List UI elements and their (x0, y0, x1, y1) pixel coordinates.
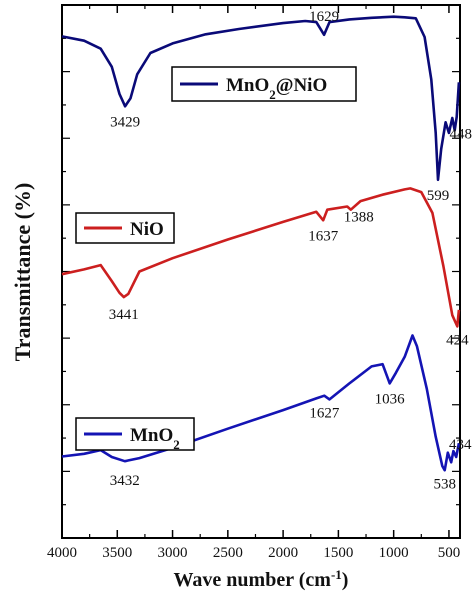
peak-label: 3432 (110, 473, 140, 489)
peak-label: 424 (446, 332, 469, 348)
x-tick-label: 2500 (213, 545, 243, 561)
x-tick-label: 4000 (47, 545, 77, 561)
peak-label: 599 (427, 188, 450, 204)
x-axis-title-superscript: -1 (331, 567, 342, 582)
legend-label: NiO (130, 219, 164, 240)
x-tick-label: 2000 (268, 545, 298, 561)
series-layer (61, 15, 461, 472)
series-line-nio (61, 187, 461, 328)
peak-label: 3441 (109, 307, 139, 323)
x-tick-label: 3000 (158, 545, 188, 561)
legend-label: MnO2 (130, 425, 180, 452)
peak-label: 434 (449, 437, 472, 453)
series-line-mno2 (61, 334, 461, 472)
x-tick-labels: 4000 3500 3000 2500 2000 1500 1000 500 (47, 545, 460, 561)
peak-label: 3429 (110, 114, 140, 130)
axis-ticks (61, 5, 460, 538)
peak-label: 1388 (344, 210, 374, 226)
peak-annotations: 3429 1629 599 448 3441 1637 1388 424 3432 1627 103… (109, 9, 472, 492)
peak-label: 448 (449, 126, 472, 142)
x-tick-label: 1500 (323, 545, 353, 561)
legend-label: MnO2@NiO (226, 75, 327, 102)
x-tick-label: 3500 (102, 545, 132, 561)
peak-label: 538 (433, 476, 456, 492)
peak-label: 1627 (309, 406, 340, 422)
y-axis-title: Transmittance (%) (10, 183, 35, 362)
x-axis-title: Wave number (cm-1) (174, 567, 349, 592)
series-line-mno2-at-nio (61, 15, 461, 182)
peak-label: 1637 (308, 228, 339, 244)
x-tick-label: 500 (438, 545, 461, 561)
peak-label: 1629 (309, 9, 339, 25)
x-tick-label: 1000 (379, 545, 409, 561)
peak-label: 1036 (375, 391, 406, 407)
legend: MnO2@NiO NiO MnO2 (75, 66, 357, 452)
